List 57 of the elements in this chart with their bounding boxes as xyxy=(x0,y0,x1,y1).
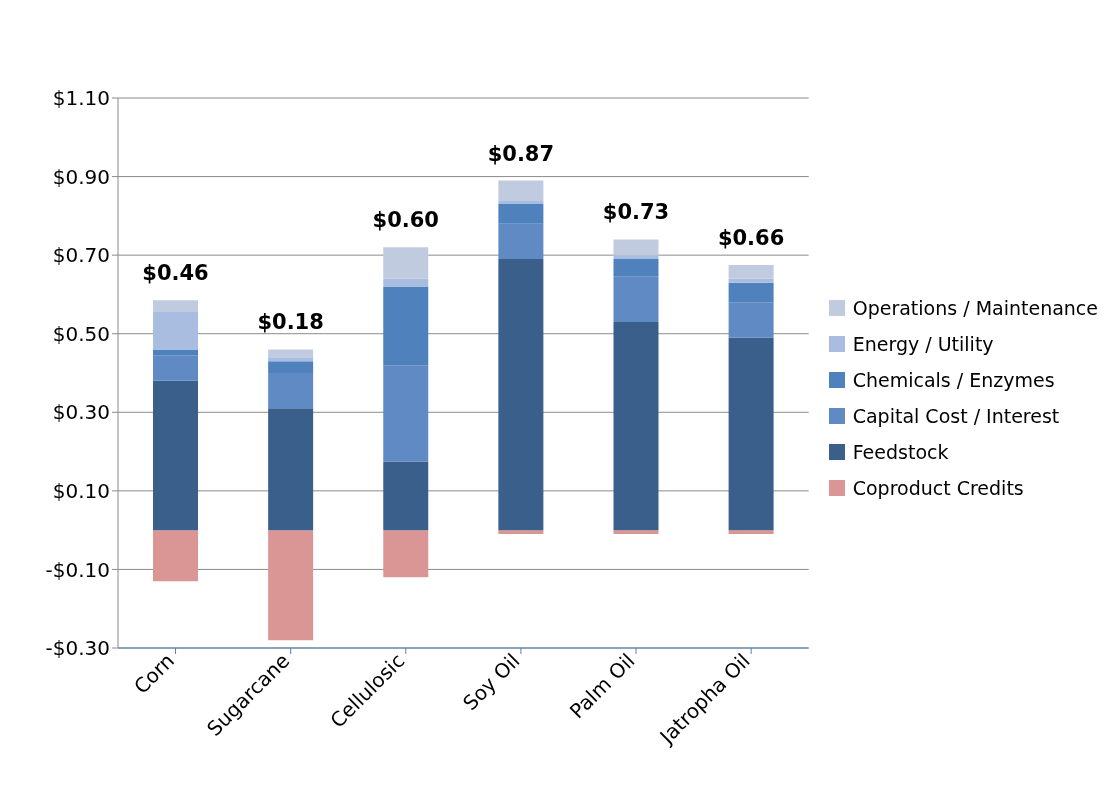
total-label: $0.66 xyxy=(717,225,785,250)
y-tick-label: -$0.30 xyxy=(45,636,110,661)
bar xyxy=(268,349,314,358)
bar xyxy=(383,278,429,287)
bar xyxy=(728,278,774,283)
legend-label: Coproduct Credits xyxy=(852,477,1024,499)
bar xyxy=(498,204,544,224)
x-tick-label: Soy Oil xyxy=(457,648,525,716)
bar xyxy=(498,180,544,201)
bar xyxy=(728,264,774,279)
y-tick-label: $0.30 xyxy=(52,400,110,425)
y-tick-label: $0.10 xyxy=(52,478,110,503)
total-label: $0.18 xyxy=(257,310,324,335)
total-label: $0.46 xyxy=(142,261,209,286)
legend-label: Feedstock xyxy=(852,441,949,463)
bar xyxy=(268,357,314,362)
bar xyxy=(268,530,314,641)
bar xyxy=(153,300,199,313)
bar xyxy=(498,259,544,531)
bar xyxy=(498,223,544,260)
bar xyxy=(383,286,429,366)
bar xyxy=(613,530,659,535)
bar xyxy=(728,302,774,338)
bar xyxy=(728,530,774,535)
bar xyxy=(383,365,429,462)
bar xyxy=(153,380,199,531)
bar xyxy=(383,247,429,279)
bar xyxy=(383,530,429,578)
y-tick-label: $0.50 xyxy=(52,321,110,346)
bar xyxy=(613,321,659,531)
legend-label: Capital Cost / Interest xyxy=(852,405,1060,427)
legend-label: Energy / Utility xyxy=(852,333,994,355)
y-tick-label: -$0.10 xyxy=(45,557,110,582)
bar xyxy=(613,255,659,260)
y-tick-label: $0.90 xyxy=(52,164,110,189)
bar xyxy=(728,282,774,303)
bar xyxy=(613,276,659,322)
bar xyxy=(268,373,314,409)
bar xyxy=(153,530,199,582)
total-label: $0.87 xyxy=(487,141,555,166)
bar xyxy=(268,408,314,531)
total-label: $0.60 xyxy=(372,208,439,233)
bar xyxy=(383,461,429,531)
bar xyxy=(153,349,199,356)
bar xyxy=(498,530,544,535)
bar xyxy=(268,361,314,373)
total-label: $0.73 xyxy=(602,200,670,225)
bar xyxy=(613,239,659,256)
legend-label: Operations / Maintenance xyxy=(852,297,1098,319)
bar xyxy=(498,200,544,205)
y-tick-label: $1.10 xyxy=(52,86,110,111)
bar xyxy=(153,312,199,350)
y-tick-label: $0.70 xyxy=(52,243,110,268)
bar xyxy=(728,337,774,531)
bar xyxy=(153,355,199,381)
legend-label: Chemicals / Enzymes xyxy=(852,369,1055,391)
bar xyxy=(613,259,659,277)
